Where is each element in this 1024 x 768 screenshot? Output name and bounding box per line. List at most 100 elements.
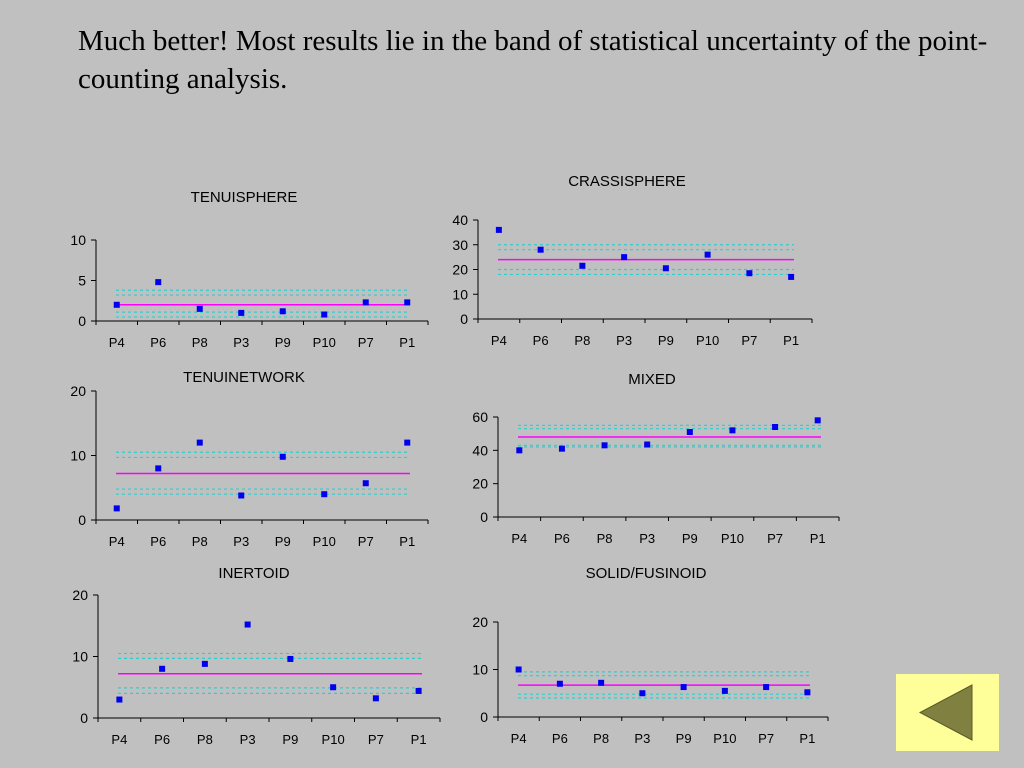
data-point [556,680,563,687]
back-button[interactable] [896,674,999,751]
chart-title: CRASSISPHERE [568,173,686,190]
x-tick-label: P7 [358,335,374,350]
x-tick-label: P6 [154,732,170,747]
x-tick-label: P7 [758,731,774,746]
x-tick-label: P10 [713,731,736,746]
data-point [404,439,411,446]
x-tick-label: P9 [275,534,291,549]
x-tick-label: P10 [313,534,336,549]
data-point [537,246,544,253]
data-point [196,305,203,312]
x-tick-label: P3 [616,333,632,348]
chart-title: TENUISPHERE [191,189,298,206]
data-point [279,308,286,315]
x-tick-label: P4 [111,732,127,747]
data-point [662,265,669,272]
data-point [279,453,286,460]
data-point [287,655,294,662]
x-tick-label: P7 [368,732,384,747]
chart-title: SOLID/FUSINOID [586,565,707,582]
x-tick-label: P4 [511,731,527,746]
data-point [804,689,811,696]
x-tick-label: P8 [574,333,590,348]
y-tick-label: 0 [480,509,488,525]
chart-inertoid: INERTOID 0 10 20 P4 P6 P8 P3 P9 P10 P7 P1 [72,565,441,747]
x-tick-label: P6 [552,731,568,746]
x-tick-label: P6 [554,531,570,546]
data-point [116,696,123,703]
data-point [814,417,821,424]
x-tick-label: P1 [399,335,415,350]
y-tick-label: 0 [460,311,468,327]
y-tick-label: 40 [472,442,488,458]
x-tick-label: P3 [233,335,249,350]
chart-crassisphere: CRASSISPHERE 0 10 20 30 40 P4 P6 P8 P3 P9 P10 P7 P1 [452,173,813,348]
data-point [321,491,328,498]
data-point [558,445,565,452]
x-tick-label: P8 [597,531,613,546]
data-point [763,684,770,691]
x-tick-label: P4 [109,534,125,549]
y-tick-label: 30 [452,237,468,253]
x-tick-label: P7 [767,531,783,546]
data-point [404,299,411,306]
x-tick-label: P6 [150,534,166,549]
x-tick-label: P7 [358,534,374,549]
data-point [362,480,369,487]
x-tick-label: P3 [639,531,655,546]
x-tick-label: P3 [240,732,256,747]
data-point [788,273,795,280]
x-tick-label: P4 [491,333,507,348]
data-point [238,492,245,499]
x-tick-label: P4 [109,335,125,350]
back-arrow-icon [918,684,973,741]
x-tick-label: P6 [150,335,166,350]
y-tick-label: 20 [70,383,86,399]
data-point [621,254,628,261]
data-point [155,465,162,472]
x-tick-label: P3 [233,534,249,549]
chart-mixed: MIXED 0 20 40 60 P4 P6 P8 P3 P9 P10 P7 P1 [472,371,840,546]
y-tick-label: 10 [472,662,488,678]
chart-solid-fusinoid: SOLID/FUSINOID 0 10 20 P4 P6 P8 P3 P9 P10 P7 P1 [472,565,829,746]
y-tick-label: 0 [480,709,488,725]
data-point [196,439,203,446]
data-point [321,311,328,318]
y-tick-label: 60 [472,409,488,425]
data-point [330,684,337,691]
data-point [721,687,728,694]
slide-title: Much better! Most results lie in the ban… [78,25,988,95]
data-point [704,251,711,258]
x-tick-label: P1 [799,731,815,746]
y-tick-label: 10 [70,448,86,464]
y-tick-label: 5 [78,273,86,289]
x-tick-label: P3 [634,731,650,746]
chart-title: INERTOID [218,565,289,582]
x-tick-label: P1 [783,333,799,348]
y-tick-label: 20 [472,476,488,492]
chart-title: TENUINETWORK [183,369,305,386]
y-tick-label: 0 [78,512,86,528]
data-point [772,424,779,430]
data-point [113,301,120,308]
y-tick-label: 20 [452,262,468,278]
data-point [362,299,369,306]
x-tick-label: P7 [741,333,757,348]
data-point [601,442,608,449]
data-point [113,505,120,512]
chart-tenuinetwork: TENUINETWORK 0 10 20 P4 P6 P8 P3 P9 P10 P7 P1 [70,369,429,549]
x-tick-label: P8 [197,732,213,747]
x-tick-label: P1 [399,534,415,549]
data-point [515,666,522,673]
data-point [729,427,736,434]
data-point [155,279,162,286]
y-tick-label: 40 [452,212,468,228]
x-tick-label: P8 [192,335,208,350]
x-tick-label: P10 [721,531,744,546]
data-point [598,679,605,686]
x-tick-label: P6 [533,333,549,348]
x-tick-label: P9 [676,731,692,746]
x-tick-label: P9 [658,333,674,348]
y-tick-label: 20 [72,587,88,603]
